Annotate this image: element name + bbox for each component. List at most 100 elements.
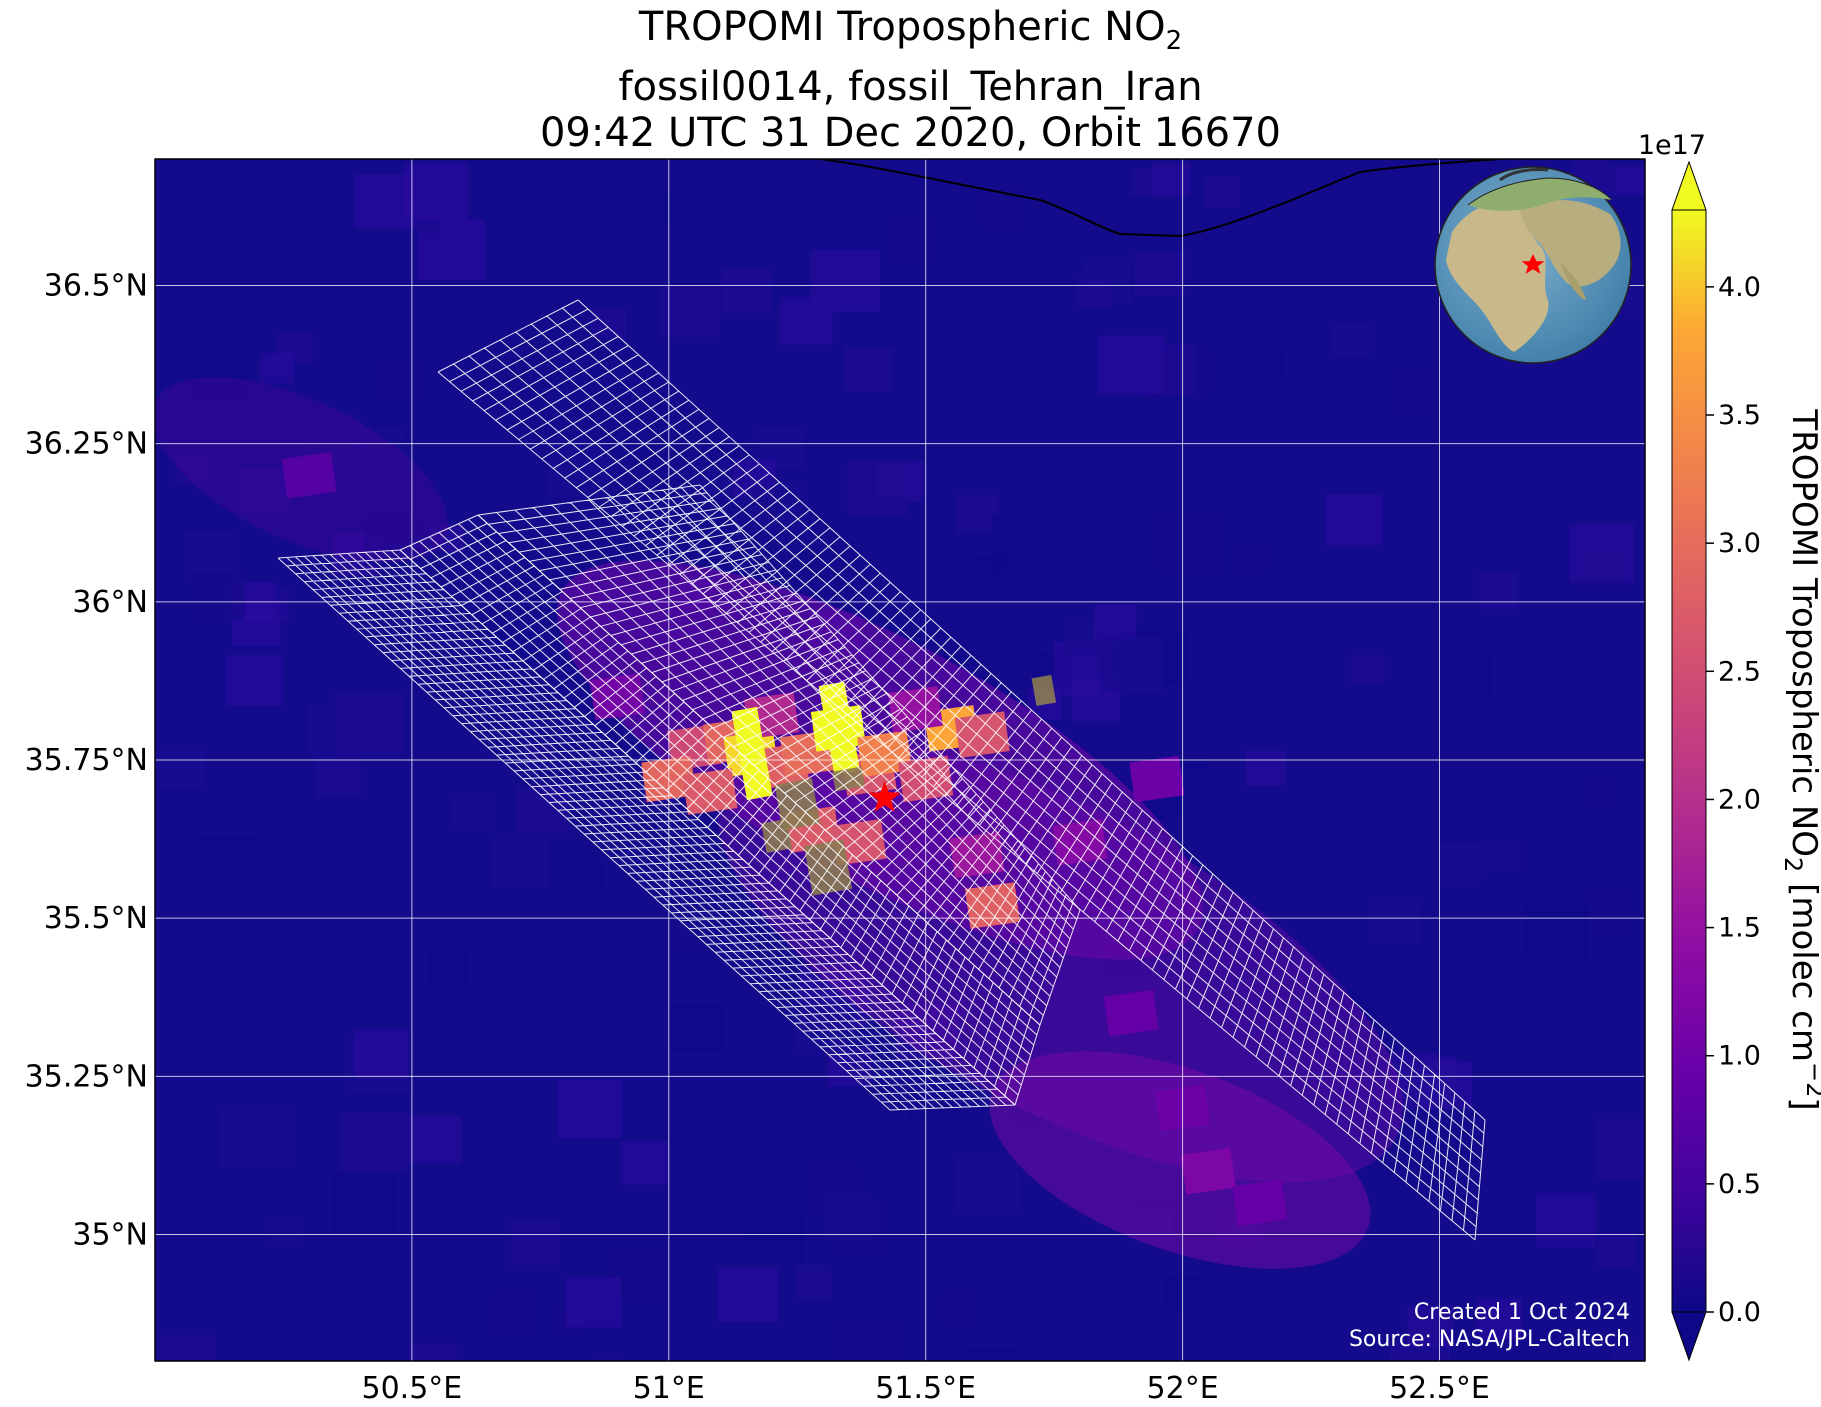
bg-block <box>1487 842 1521 873</box>
bg-block <box>1439 843 1482 882</box>
bg-block <box>991 514 1054 571</box>
bg-block <box>1368 897 1421 944</box>
bg-block <box>794 1265 832 1299</box>
bg-block <box>225 654 284 707</box>
bg-block <box>308 704 370 759</box>
lat-tick-label: 36.25°N <box>25 427 148 462</box>
bg-block <box>793 1001 855 1056</box>
bg-block <box>669 1004 722 1052</box>
map-area[interactable]: Created 1 Oct 2024 Source: NASA/JPL-Calt… <box>125 158 1667 1399</box>
inset-site-star-icon <box>1521 254 1545 274</box>
colorbar-label: TROPOMI Tropospheric NO2 [molec cm−2] <box>1779 408 1821 1110</box>
bg-block <box>1134 251 1185 296</box>
colorbar-ticks: 0.0 0.5 1.0 1.5 2.0 2.5 3.0 3.5 4.0 <box>1706 272 1761 1328</box>
lat-tick-label: 35.5°N <box>44 901 148 936</box>
bg-block <box>1587 891 1632 931</box>
lat-tick-label: 36.5°N <box>44 269 148 304</box>
bg-block <box>1159 514 1222 571</box>
bg-block <box>591 307 627 339</box>
bg-block <box>1246 750 1286 786</box>
lon-tick-label: 52°E <box>1147 1371 1219 1406</box>
colorbar-multiplier: 1e17 <box>1638 130 1706 161</box>
colorbar-tick-label: 3.0 <box>1718 528 1761 559</box>
bg-block <box>1350 654 1385 685</box>
no2-cell <box>281 452 337 499</box>
footprint-mesh <box>277 299 1486 1241</box>
footprint-strip-center <box>477 484 1081 1026</box>
bg-block <box>593 1359 625 1361</box>
figure-title: TROPOMI Tropospheric NO2 fossil0014, fos… <box>0 4 1821 156</box>
bg-block <box>1569 523 1635 583</box>
bg-block <box>183 531 239 581</box>
colorbar-extend-max <box>1671 160 1707 211</box>
bg-block <box>745 1209 805 1264</box>
footprint-strip-middle <box>399 514 1041 1106</box>
red-star-icon[interactable] <box>868 781 901 812</box>
lon-tick-label: 51°E <box>633 1371 705 1406</box>
colorbar-tick-label: 1.5 <box>1718 913 1761 944</box>
bg-block <box>493 1294 539 1335</box>
bg-block <box>1407 1305 1454 1348</box>
no2-cell <box>954 711 1010 758</box>
bg-block <box>408 1343 457 1361</box>
colorbar-tick-label: 2.5 <box>1718 656 1761 687</box>
no2-cell-peak <box>818 681 860 775</box>
bg-block <box>1246 351 1283 384</box>
bg-block <box>717 1267 779 1322</box>
bg-block <box>510 1221 560 1266</box>
lat-tick-label: 35.25°N <box>25 1059 148 1094</box>
imagery-patch <box>1031 674 1057 706</box>
bg-block <box>1332 323 1370 357</box>
credit-source: Source: NASA/JPL-Caltech <box>1349 1327 1630 1352</box>
bg-block <box>1476 1298 1522 1340</box>
bg-block <box>332 1174 396 1231</box>
bg-block <box>1478 573 1519 609</box>
no2-cell <box>1180 1147 1236 1195</box>
bg-block <box>620 1140 669 1185</box>
lat-tick-label: 36°N <box>72 585 148 620</box>
lon-tick-label: 50.5°E <box>362 1371 463 1406</box>
colorbar: 0.0 0.5 1.0 1.5 2.0 2.5 3.0 3.5 4.0 1e17 TROPOMI… <box>1638 130 1821 1362</box>
colorbar-tick-label: 0.0 <box>1718 1297 1761 1328</box>
lat-tick-label: 35.75°N <box>25 743 148 778</box>
colorbar-tick-label: 3.5 <box>1718 400 1761 431</box>
bg-block <box>691 460 732 496</box>
bg-block <box>1613 165 1645 196</box>
footprint-strip-north <box>437 299 1486 1241</box>
bg-block <box>669 916 703 948</box>
bg-block <box>160 1335 216 1361</box>
bg-block <box>1526 903 1588 959</box>
bg-block <box>354 174 415 229</box>
bg-block <box>408 1115 462 1164</box>
bg-block <box>1204 176 1240 209</box>
bg-block <box>269 1218 304 1249</box>
bg-block <box>260 353 294 384</box>
no2-cell-peak <box>731 706 773 801</box>
colorbar-tick-label: 4.0 <box>1718 272 1761 303</box>
lon-tick-label: 51.5°E <box>875 1371 976 1406</box>
bg-block <box>954 494 999 534</box>
footprint-strip-west <box>277 549 1016 1111</box>
colorbar-gradient <box>1671 209 1707 1313</box>
bg-block <box>1042 331 1100 383</box>
credit-created: Created 1 Oct 2024 <box>1414 1300 1630 1325</box>
map-frame <box>154 158 1646 1362</box>
bg-block <box>198 836 258 890</box>
title-line-2: fossil0014, fossil_Tehran_Iran <box>618 64 1203 110</box>
imagery-patch <box>804 839 853 896</box>
longitude-ticks: 50.5°E 51°E 51.5°E 52°E 52.5°E <box>362 1371 1490 1406</box>
bg-block <box>1610 1341 1645 1361</box>
bg-block <box>981 187 1025 227</box>
bg-block <box>825 1197 874 1241</box>
colorbar-tick-label: 1.0 <box>1718 1041 1761 1072</box>
bg-block <box>475 632 534 684</box>
bg-block <box>1482 966 1527 1007</box>
bg-block <box>779 297 833 346</box>
no2-cell <box>1052 818 1108 866</box>
caspian-coastline <box>819 159 1501 238</box>
bg-block <box>907 1070 961 1119</box>
lon-tick-label: 52.5°E <box>1389 1371 1490 1406</box>
bg-block <box>314 755 362 798</box>
bg-block <box>955 1157 1020 1215</box>
bg-block <box>1392 373 1436 413</box>
